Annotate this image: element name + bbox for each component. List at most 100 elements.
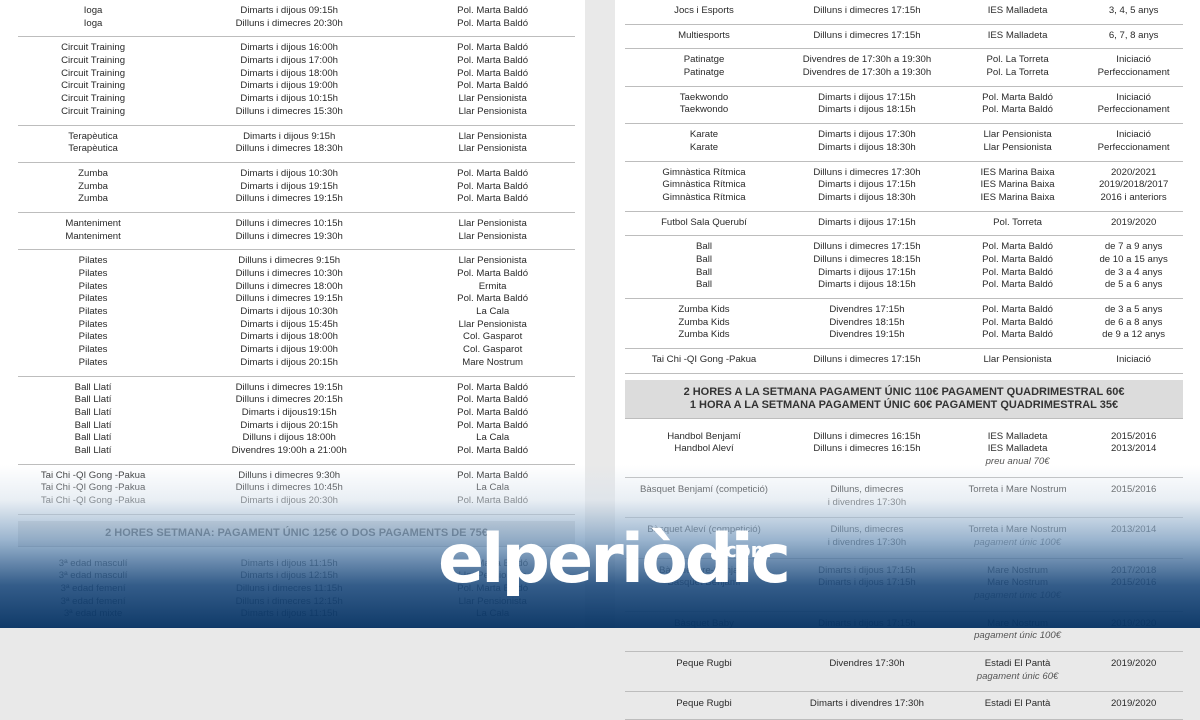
- table-cell: [951, 497, 1084, 510]
- schedule-group: Ioga Dimarts i dijous 09:15h Pol. Marta Ba…: [18, 0, 575, 38]
- table-cell: Dilluns i dimecres 18:15h: [813, 253, 921, 265]
- table-row: Zumba Kids Divendres 19:15h Pol. Marta Bal…: [625, 329, 1183, 342]
- table-cell: [783, 671, 951, 684]
- schedule-group: Zumba Kids Divendres 17:15h Pol. Marta Bal…: [625, 299, 1183, 350]
- table-cell: Dimarts i dijous 17:15h: [818, 91, 916, 103]
- table-cell: Col. Gasparot: [463, 344, 523, 356]
- table-cell: La Cala: [476, 306, 510, 318]
- table-cell: Pilates: [78, 293, 108, 305]
- table-cell: Tai Chi -QI Gong -Pakua: [40, 482, 146, 494]
- table-cell: Pilates: [78, 356, 108, 368]
- table-row: Pilates Dilluns i dimecres 19:15h Pol. Mar…: [18, 293, 575, 306]
- table-cell: Terapèutica: [68, 130, 118, 142]
- table-row: Terapèutica Dilluns i dimecres 18:30h Llar…: [18, 143, 575, 156]
- table-row: Gimnàstica Rítmica Dilluns i dimecres 17:…: [625, 167, 1183, 180]
- table-cell: Ioga: [83, 17, 103, 29]
- table-cell: Dimarts i dijous 20:15h: [240, 356, 339, 368]
- table-cell: Pol. La Torreta: [986, 54, 1049, 66]
- table-row: Ball Dimarts i dijous 18:15h Pol. Marta Ba…: [625, 279, 1183, 292]
- schedule-group: Taekwondo Dimarts i dijous 17:15h Pol. Mar…: [625, 87, 1183, 125]
- table-row: Taekwondo Dimarts i dijous 17:15h Pol. Mar…: [625, 92, 1183, 105]
- table-cell: Mare Nostrum: [987, 577, 1048, 589]
- table-cell: Dilluns i dimecres 17:15h: [813, 29, 921, 41]
- table-cell: Dilluns i dijous 18:00h: [242, 432, 336, 444]
- table-cell: Dilluns, dimecres: [830, 483, 904, 495]
- table-cell: Dimarts i dijous 18:00h: [240, 331, 339, 343]
- table-cell: 2013/2014: [1110, 443, 1157, 455]
- table-cell: 3ª edad femení: [60, 583, 126, 595]
- table-cell: 3ª edad mixte: [63, 608, 123, 620]
- table-cell: Taekwondo: [679, 91, 729, 103]
- table-cell: Ball: [696, 279, 712, 291]
- table-cell: 2020/2021: [1110, 166, 1157, 178]
- table-cell: Tai Chi -QI Gong -Pakua: [40, 469, 146, 481]
- schedule-group: Multiesports Dilluns i dimecres 17:15h IES…: [625, 25, 1183, 50]
- schedule-group: Peque Rugbi Divendres 17:30h Estadi El Pan…: [625, 652, 1183, 693]
- table-row: pagament únic 60€: [625, 671, 1183, 684]
- table-cell: Ball Llatí: [74, 419, 112, 431]
- table-row: Handbol Aleví Dilluns i dimecres 16:15h IE…: [625, 443, 1183, 456]
- table-row: Ioga Dilluns i dimecres 20:30h Pol. Marta …: [18, 18, 575, 31]
- table-cell: IES Marina Baixa: [980, 166, 1055, 178]
- table-cell: Dilluns i dimecres 19:15h: [235, 381, 343, 393]
- table-cell: Multiesports: [678, 29, 730, 41]
- table-cell: 2013/2014: [1110, 524, 1157, 536]
- table-cell: de 7 a 9 anys: [1104, 241, 1163, 253]
- table-cell: Pol. Marta Baldó: [457, 67, 529, 79]
- table-cell: Llar Pensionista: [458, 318, 527, 330]
- table-row: Peque Rugbi Dimarts i divendres 17:30h Est…: [625, 698, 1183, 711]
- table-cell: Dimarts i dijous 18:30h: [818, 141, 916, 153]
- table-cell: Ioga: [83, 5, 103, 16]
- schedule-group: Ball Dilluns i dimecres 17:15h Pol. Marta …: [625, 236, 1183, 299]
- table-row: Circuit Training Dimarts i dijous 10:15h L…: [18, 93, 575, 106]
- table-cell: 2019/2018/2017: [1098, 179, 1169, 191]
- table-row: Manteniment Dilluns i dimecres 19:30h Llar…: [18, 231, 575, 244]
- table-cell: Dimarts i dijous 17:00h: [240, 55, 339, 67]
- table-cell: Pol. Marta Baldó: [457, 180, 529, 192]
- table-cell: Circuit Training: [61, 67, 126, 79]
- table-row: pagament únic 100€: [625, 630, 1183, 643]
- table-cell: Dilluns i dimecres 16:15h: [813, 443, 921, 455]
- table-cell: Dilluns i dimecres 17:30h: [813, 166, 921, 178]
- table-cell: Dilluns i dimecres 19:15h: [235, 193, 343, 205]
- table-row: Zumba Dimarts i dijous 10:30h Pol. Marta B…: [18, 168, 575, 181]
- table-row: Pilates Dimarts i dijous 10:30h La Cala: [18, 306, 575, 319]
- table-row: Ball Llatí Dilluns i dijous 18:00h La Cala: [18, 432, 575, 445]
- table-cell: Dimarts i dijous 17:30h: [818, 129, 916, 141]
- table-cell: Patinatge: [683, 54, 725, 66]
- table-cell: Llar Pensionista: [458, 255, 527, 267]
- table-cell: Perfeccionament: [1097, 141, 1170, 153]
- table-cell: Dilluns, dimecres: [830, 524, 904, 536]
- table-cell: Circuit Training: [61, 55, 126, 67]
- table-row: Pilates Dimarts i dijous 20:15h Mare Nostr…: [18, 357, 575, 370]
- table-cell: 2016 i anteriors: [1100, 191, 1167, 203]
- table-cell: Dilluns i dimecres 12:15h: [235, 595, 343, 607]
- table-row: Ball Llatí Dimarts i dijous19:15h Pol. Mar…: [18, 407, 575, 420]
- table-row: Patinatge Divendres de 17:30h a 19:30h Pol…: [625, 54, 1183, 67]
- table-cell: 3ª edad femení: [60, 595, 126, 607]
- table-cell: IES Malladeta: [987, 5, 1048, 16]
- table-cell: La Cala: [476, 482, 510, 494]
- table-cell: Perfeccionament: [1097, 67, 1170, 79]
- table-cell: Pol. Torreta: [993, 216, 1043, 228]
- table-cell: IES Marina Baixa: [980, 191, 1055, 203]
- table-row: Pilates Dimarts i dijous 19:00h Col. Gaspa…: [18, 344, 575, 357]
- table-cell: Dimarts i dijous 20:30h: [240, 495, 339, 506]
- table-cell: Dimarts i dijous 10:30h: [240, 167, 339, 179]
- table-cell: [625, 630, 783, 643]
- table-cell: Dilluns i dimecres 19:15h: [235, 293, 343, 305]
- table-cell: Gimnàstica Rítmica: [662, 179, 746, 191]
- table-cell: Llar Pensionista: [458, 143, 527, 155]
- table-row: preu anual 70€: [625, 456, 1183, 469]
- table-cell: Taekwondo: [679, 104, 729, 116]
- table-row: Ball Dimarts i dijous 17:15h Pol. Marta Ba…: [625, 267, 1183, 280]
- table-cell: Karate: [689, 129, 719, 141]
- table-row: Manteniment Dilluns i dimecres 10:15h Llar…: [18, 218, 575, 231]
- table-cell: Dimarts i dijous 10:15h: [240, 93, 339, 105]
- table-cell: [783, 456, 951, 469]
- schedule-group: Jocs i Esports Dilluns i dimecres 17:15h I…: [625, 0, 1183, 25]
- table-cell: Futbol Sala Querubí: [661, 216, 747, 228]
- schedule-group: Zumba Dimarts i dijous 10:30h Pol. Marta B…: [18, 163, 575, 213]
- table-cell: Dimarts i dijous 18:15h: [818, 104, 916, 116]
- table-cell: Karate: [689, 141, 719, 153]
